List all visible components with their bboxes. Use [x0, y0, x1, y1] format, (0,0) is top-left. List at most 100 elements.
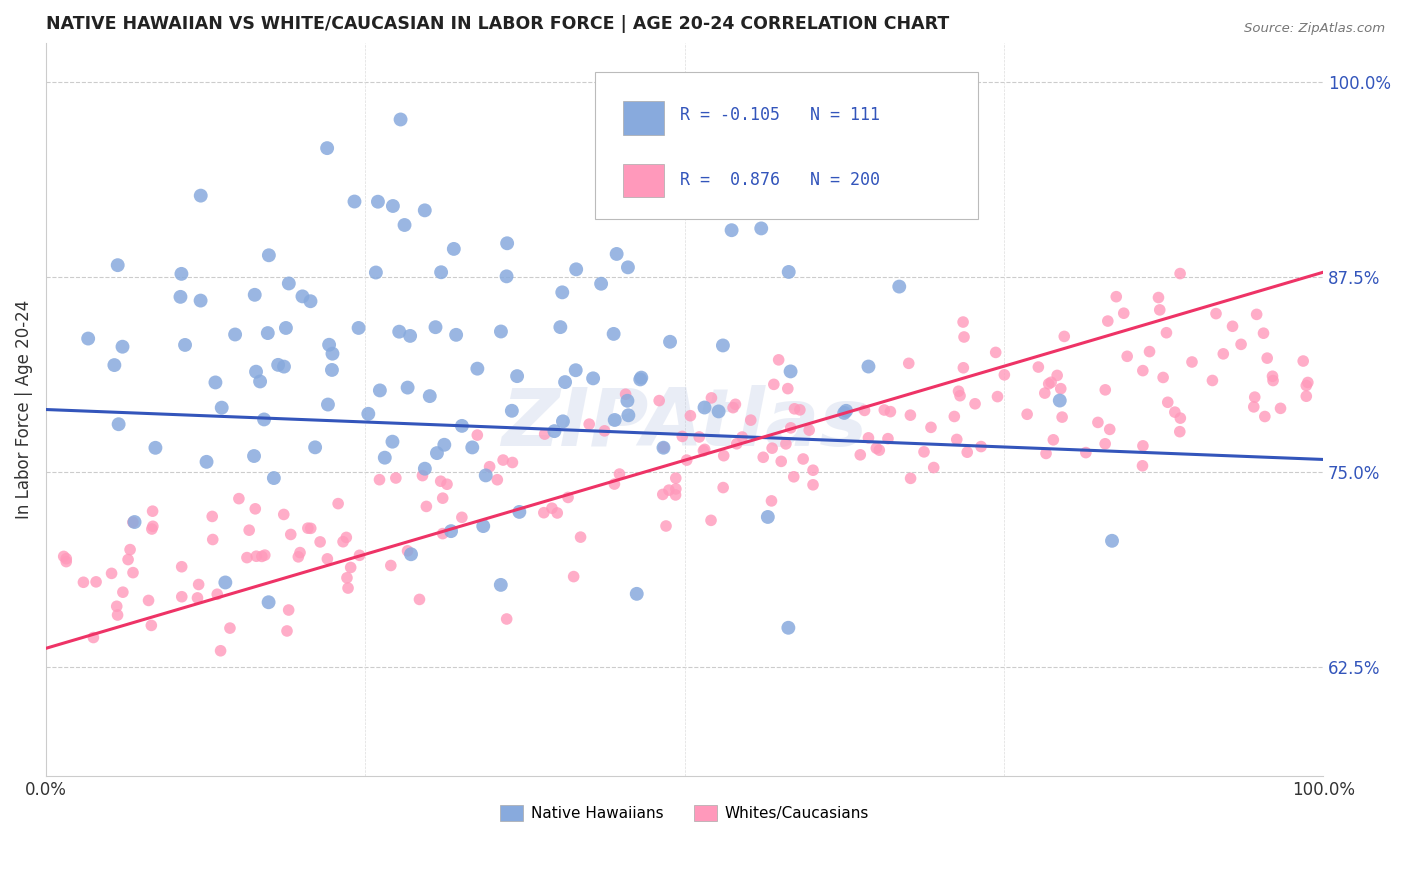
Point: [1087, 416, 1109, 430]
Point: [207, 587, 229, 601]
Point: [664, 488, 686, 502]
Point: [489, 325, 512, 339]
Point: [1132, 439, 1154, 453]
Point: [711, 338, 734, 352]
Point: [1028, 359, 1050, 374]
Point: [762, 377, 785, 392]
Point: [922, 460, 945, 475]
Point: [486, 473, 509, 487]
Point: [948, 384, 970, 399]
Point: [288, 546, 311, 560]
Point: [868, 443, 890, 458]
Point: [508, 505, 530, 519]
Point: [347, 321, 370, 335]
Point: [396, 544, 419, 558]
Point: [778, 621, 800, 635]
Point: [238, 523, 260, 537]
Point: [1098, 422, 1121, 436]
Point: [111, 340, 134, 354]
Point: [768, 352, 790, 367]
Point: [1139, 344, 1161, 359]
Point: [1181, 355, 1204, 369]
Point: [658, 483, 681, 497]
Point: [250, 549, 273, 564]
Point: [775, 437, 797, 451]
Point: [720, 223, 742, 237]
Point: [1254, 409, 1277, 424]
Point: [474, 468, 496, 483]
Point: [1049, 393, 1071, 408]
Point: [609, 467, 631, 481]
Point: [381, 199, 404, 213]
Point: [593, 424, 616, 438]
Point: [326, 497, 349, 511]
Point: [952, 360, 974, 375]
Point: [665, 482, 688, 496]
Point: [141, 522, 163, 536]
Point: [219, 621, 242, 635]
Point: [648, 393, 671, 408]
Point: [1170, 411, 1192, 425]
Point: [1295, 378, 1317, 392]
Point: [368, 384, 391, 398]
Point: [492, 453, 515, 467]
Point: [1038, 376, 1060, 391]
Point: [394, 218, 416, 232]
Point: [190, 188, 212, 202]
Text: R = -0.105   N = 111: R = -0.105 N = 111: [679, 105, 880, 124]
Point: [993, 368, 1015, 382]
Point: [984, 345, 1007, 359]
Point: [564, 363, 586, 377]
Point: [1212, 347, 1234, 361]
Point: [1152, 370, 1174, 384]
Point: [267, 358, 290, 372]
Point: [111, 585, 134, 599]
Point: [675, 453, 697, 467]
Y-axis label: In Labor Force | Age 20-24: In Labor Force | Age 20-24: [15, 300, 32, 519]
Point: [263, 471, 285, 485]
Point: [257, 248, 280, 262]
Point: [920, 420, 942, 434]
Point: [1205, 307, 1227, 321]
Point: [578, 417, 600, 432]
Point: [77, 332, 100, 346]
FancyBboxPatch shape: [623, 163, 664, 197]
Point: [339, 560, 361, 574]
Point: [557, 491, 579, 505]
Point: [413, 461, 436, 475]
Point: [949, 389, 972, 403]
Point: [865, 441, 887, 455]
Point: [186, 591, 208, 605]
Point: [879, 404, 901, 418]
Point: [245, 365, 267, 379]
Point: [792, 452, 814, 467]
Point: [945, 433, 967, 447]
Point: [1230, 337, 1253, 351]
Point: [551, 414, 574, 428]
Point: [554, 375, 576, 389]
Point: [956, 445, 979, 459]
Point: [659, 334, 682, 349]
Point: [52, 549, 75, 564]
Point: [1033, 386, 1056, 401]
Point: [1261, 374, 1284, 388]
Point: [853, 403, 876, 417]
Point: [692, 443, 714, 458]
Point: [450, 510, 472, 524]
Point: [565, 262, 588, 277]
Point: [693, 401, 716, 415]
Point: [707, 404, 730, 418]
Point: [105, 599, 128, 614]
Point: [1246, 307, 1268, 321]
Legend: Native Hawaiians, Whites/Caucasians: Native Hawaiians, Whites/Caucasians: [495, 799, 875, 827]
Point: [142, 504, 165, 518]
Point: [444, 327, 467, 342]
Point: [142, 519, 165, 533]
Point: [1042, 433, 1064, 447]
FancyBboxPatch shape: [595, 72, 979, 219]
Point: [465, 428, 488, 442]
Point: [478, 459, 501, 474]
Point: [440, 524, 463, 538]
Point: [749, 221, 772, 235]
Text: Source: ZipAtlas.com: Source: ZipAtlas.com: [1244, 22, 1385, 36]
